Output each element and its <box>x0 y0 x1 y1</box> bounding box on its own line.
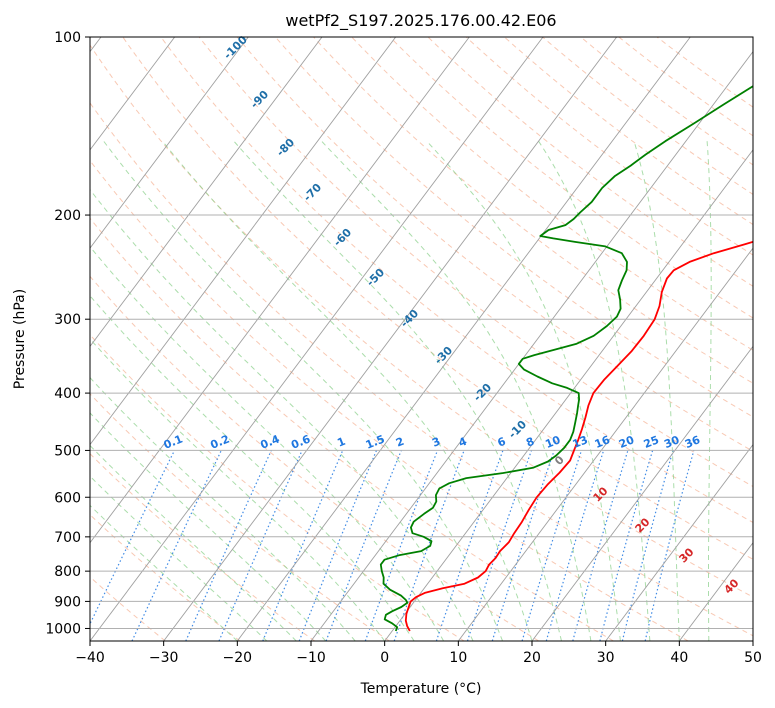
mixing-ratio-line <box>572 450 629 641</box>
dry-adiabat <box>90 334 465 641</box>
mixing-ratio-label: 13 <box>571 433 590 451</box>
y-tick-label: 400 <box>54 386 81 402</box>
dry-adiabat <box>580 37 753 166</box>
data-series <box>379 85 753 632</box>
isotherm-line <box>90 37 176 151</box>
x-tick-label: 50 <box>744 650 762 666</box>
plot-frame <box>89 36 754 642</box>
mixing-ratio-label: 1 <box>335 435 347 450</box>
x-tick-label: 0 <box>380 650 389 666</box>
mixing-ratio-line <box>218 450 303 641</box>
mixing-ratio-line <box>90 450 176 626</box>
mixing-ratio-label: 2 <box>394 435 406 450</box>
mixing-ratio-label: 10 <box>543 433 562 451</box>
mixing-ratio-label: 3 <box>430 435 442 450</box>
isotherm-line <box>236 37 691 641</box>
y-tick-label: 100 <box>54 30 81 46</box>
y-tick-label: 800 <box>54 564 81 580</box>
y-tick-label: 1000 <box>45 621 81 637</box>
dry-adiabat <box>198 37 753 488</box>
mixing-ratio-line <box>131 450 222 641</box>
dry-adiabat <box>90 44 753 598</box>
isotherm-line <box>90 37 544 641</box>
mixing-ratio-label: 20 <box>617 433 636 451</box>
x-tick-label: −40 <box>75 650 105 666</box>
temperature-line <box>404 240 753 632</box>
x-axis-title: Temperature (°C) <box>360 681 482 697</box>
x-tick-label: −30 <box>149 650 179 666</box>
dry-adiabat <box>122 37 753 560</box>
isotherm-line <box>90 37 249 249</box>
y-tick-label: 300 <box>54 312 81 328</box>
isotherm-line <box>605 443 753 641</box>
dry-adiabat <box>275 37 753 418</box>
x-tick-label: 40 <box>670 650 688 666</box>
isotherm-line <box>90 37 470 544</box>
mixing-ratio-line <box>491 450 555 641</box>
dry-adiabat <box>90 275 540 641</box>
axes: −40 −30 −20 −10 0 10 20 30 40 50 100 200 300 400 500 60… <box>45 30 762 666</box>
mixing-ratio-line <box>521 450 583 641</box>
isotherm-line <box>90 37 323 348</box>
mixing-ratio-line <box>466 450 533 641</box>
isotherm-line <box>384 149 753 641</box>
mixing-ratio-label: 16 <box>593 433 612 451</box>
x-tick-label: 30 <box>597 650 615 666</box>
x-tick-label: −20 <box>223 650 253 666</box>
dry-adiabat <box>90 393 390 641</box>
isotherm-line <box>531 345 753 641</box>
mixing-ratio-label: 30 <box>662 433 681 451</box>
background-lines <box>90 37 753 641</box>
dry-adiabat <box>504 37 753 226</box>
y-tick-label: 200 <box>54 208 81 224</box>
y-axis-title: Pressure (hPa) <box>12 289 28 389</box>
y-tick-label: 900 <box>54 594 81 610</box>
dry-adiabat <box>160 37 753 524</box>
y-tick-label: 600 <box>54 490 81 506</box>
mixing-ratio-line <box>185 450 272 641</box>
mixing-ratio-line <box>262 450 344 641</box>
dry-adiabat <box>236 37 753 452</box>
y-tick-label: 500 <box>54 443 81 459</box>
isotherm-line <box>90 37 397 446</box>
mixing-ratio-line <box>644 450 695 641</box>
isotherm-line <box>457 247 753 641</box>
isotherm-line <box>310 50 753 641</box>
x-tick-label: 20 <box>523 650 541 666</box>
dry-adiabat <box>313 37 753 384</box>
x-tick-label: 10 <box>449 650 467 666</box>
mixing-ratio-label: 8 <box>524 435 536 450</box>
mixing-ratio-line <box>621 450 674 641</box>
isotherm-line <box>163 37 618 641</box>
mixing-ratio-line <box>599 450 654 641</box>
dry-adiabat <box>351 37 753 351</box>
dry-adiabat <box>90 217 614 641</box>
dewpoint-line <box>379 85 753 632</box>
mixing-ratio-line <box>435 450 504 641</box>
dry-adiabat <box>90 453 315 641</box>
chart-title: wetPf2_S197.2025.176.00.42.E06 <box>285 11 556 31</box>
mixing-ratio-label: 36 <box>683 433 702 451</box>
mixing-ratio-label: 25 <box>642 433 661 451</box>
x-tick-label: −10 <box>296 650 326 666</box>
y-tick-label: 700 <box>54 530 81 546</box>
